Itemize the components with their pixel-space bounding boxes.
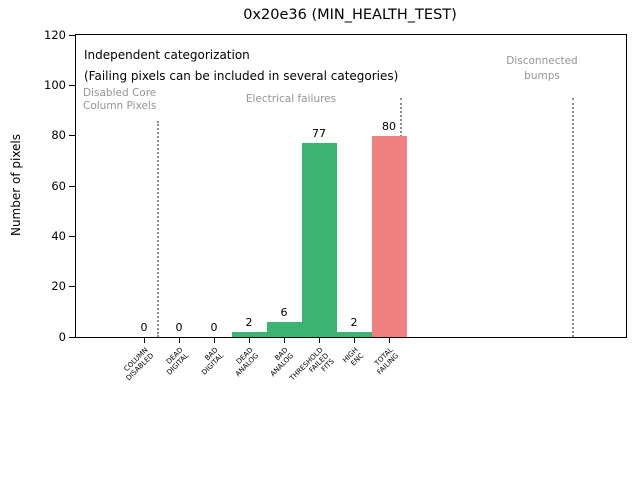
x-axis-tick [389, 337, 390, 343]
bar [336, 331, 372, 337]
x-axis-tick [144, 337, 145, 343]
y-axis-tick-label: 60 [51, 178, 66, 193]
y-axis-tick [69, 34, 75, 36]
y-axis-tick-label: 100 [44, 77, 66, 92]
y-axis-tick [69, 84, 75, 86]
x-axis-tick [284, 337, 285, 343]
plot-area: 0 20 40 60 80 100 120 0 COLUMN DISABLED 0 DEAD DIG… [44, 28, 627, 382]
annotation-disabled-core-column-pixels: Disabled Core Column Pixels [83, 87, 157, 112]
bar-value-label: 0 [175, 321, 183, 334]
y-axis-tick [69, 336, 75, 338]
y-axis-tick-label: 20 [51, 279, 66, 294]
annotation-independent-categorization: Independent categorization [84, 48, 250, 62]
y-axis-tick-label: 40 [51, 228, 66, 243]
bar [301, 143, 337, 337]
bar-value-label: 6 [280, 305, 288, 319]
bar-value-label: 80 [382, 119, 396, 133]
annotation-disconnected-bumps: Disconnected bumps [506, 55, 578, 82]
y-axis-tick [69, 235, 75, 237]
x-axis-tick [319, 337, 320, 343]
bar [266, 321, 302, 337]
chart-title: 0x20e36 (MIN_HEALTH_TEST) [243, 7, 457, 23]
bar [231, 331, 267, 337]
y-axis-tick [69, 135, 75, 137]
y-axis-tick-label: 0 [58, 329, 66, 344]
y-axis-tick-label: 120 [44, 27, 66, 42]
y-axis-tick-label: 80 [51, 128, 66, 143]
y-axis-tick [69, 185, 75, 187]
x-axis-tick [249, 337, 250, 343]
bar-value-label: 2 [350, 315, 358, 329]
category-separator-line [572, 98, 574, 337]
x-axis-tick [214, 337, 215, 343]
annotation-categorization-note: (Failing pixels can be included in sever… [84, 69, 399, 83]
x-axis-tick [179, 337, 180, 343]
bar-value-label: 2 [245, 315, 253, 329]
bar-value-label: 77 [312, 127, 326, 141]
y-axis-label: Number of pixels [9, 133, 23, 237]
bar-value-label: 0 [210, 321, 218, 334]
bar [371, 135, 407, 337]
x-axis-tick [354, 337, 355, 343]
bar-value-label: 0 [140, 321, 148, 334]
category-separator-line [157, 121, 159, 337]
annotation-electrical-failures: Electrical failures [245, 93, 337, 105]
y-axis-tick [69, 286, 75, 288]
